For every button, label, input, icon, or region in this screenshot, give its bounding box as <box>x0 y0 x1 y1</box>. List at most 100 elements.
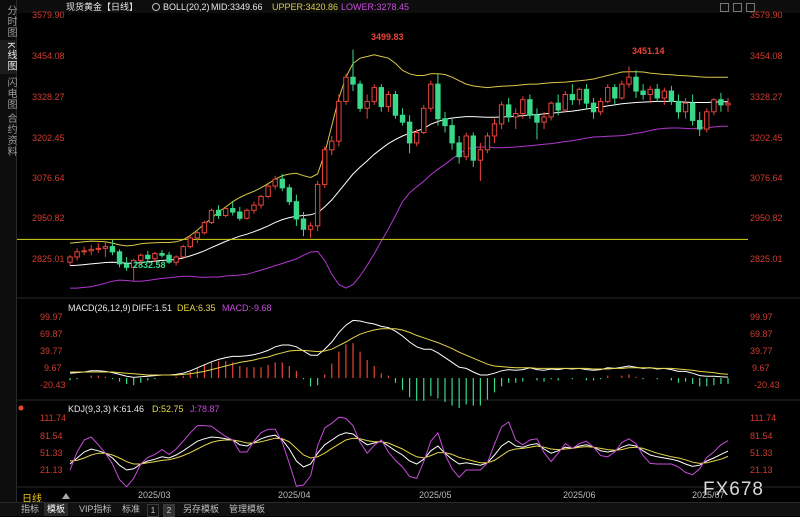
macd-tick-left: 99.97 <box>40 312 63 322</box>
price-axis: 3579.90 3579.90 3454.08 3454.08 3328.27 … <box>32 10 783 264</box>
tab-kline[interactable]: K线图 <box>0 40 16 74</box>
candle-body <box>527 99 533 116</box>
macd-tick-right: 99.97 <box>750 312 773 322</box>
candle-body <box>661 90 668 99</box>
kdj-tick-left: 111.74 <box>40 413 66 423</box>
candle-body <box>258 195 264 206</box>
candle-body <box>562 94 568 111</box>
candle-body <box>406 121 413 144</box>
candle-body <box>718 99 724 106</box>
window-list-icon[interactable] <box>733 3 742 12</box>
kdj-k-line <box>69 432 729 471</box>
template-tab[interactable]: 模板 <box>44 503 69 516</box>
x-tick: 2025/07 <box>692 490 725 500</box>
candle-body <box>130 259 137 268</box>
candle-body <box>230 208 236 213</box>
candle-body <box>541 116 547 123</box>
candle-body <box>491 123 498 137</box>
candle-body <box>138 254 144 261</box>
kdj-axis: 111.74 111.74 81.54 81.54 51.33 51.33 21… <box>40 413 776 475</box>
standard-tab[interactable]: 标准 <box>122 504 141 514</box>
candle-body <box>442 118 448 127</box>
window-expand-icon[interactable] <box>746 3 755 12</box>
price-tick-left: 2825.01 <box>32 254 65 264</box>
sidebar: 分时图 K线图 闪电图 合约资料 <box>0 0 17 515</box>
boll-lower-value: LOWER:3278.45 <box>341 2 409 12</box>
candle-body <box>399 114 406 123</box>
tab-contract-info[interactable]: 合约资料 <box>5 113 16 157</box>
candle-body <box>159 253 165 256</box>
candle-body <box>67 256 73 263</box>
candle-body <box>371 87 377 102</box>
candle-body <box>251 204 257 211</box>
boll-mid-value: MID:3349.66 <box>211 2 263 12</box>
x-tick: 2025/03 <box>138 490 171 500</box>
candle-body <box>449 125 455 144</box>
settings-gear-icon[interactable] <box>152 3 160 11</box>
vip-indicator-tab[interactable]: VIP指标 <box>79 504 112 514</box>
candle-body <box>385 94 392 108</box>
candle-body <box>576 88 583 101</box>
price-tick-right: 3076.64 <box>750 173 783 183</box>
candle-body <box>392 94 399 116</box>
bottom-toolbar: 指标 模板 VIP指标 标准 1 2 另存模板 管理模板 <box>0 502 800 517</box>
price-tick-right: 2950.82 <box>750 213 783 223</box>
candle-body <box>640 90 646 96</box>
x-axis: 2025/03 2025/04 2025/05 2025/06 2025/07 <box>138 490 725 500</box>
kdj-d-line <box>69 437 729 465</box>
candle-body <box>237 211 243 219</box>
candle-body <box>173 256 179 263</box>
window-restore-icon[interactable] <box>720 3 729 12</box>
boll-mid-line <box>69 100 728 267</box>
tab-flash-chart[interactable]: 闪电图 <box>5 76 16 110</box>
kdj-toggle-icon[interactable] <box>18 405 24 411</box>
candle-body <box>81 250 87 253</box>
indicator-tab[interactable]: 指标 <box>21 504 40 514</box>
candle-body <box>413 132 420 144</box>
candle-body <box>272 178 278 187</box>
candle-body <box>605 87 611 102</box>
candle-body <box>208 209 215 223</box>
kdj-tick-left: 81.54 <box>40 431 63 441</box>
macd-tick-left: -20.43 <box>40 380 66 390</box>
kdj-k-value: K:61.46 <box>113 404 144 414</box>
header-bar <box>17 0 800 13</box>
triangle-up-icon[interactable] <box>62 493 70 499</box>
candle-body <box>102 246 109 249</box>
kdj-tick-left: 51.33 <box>40 448 63 458</box>
candle-body <box>166 254 172 263</box>
kdj-tick-right: 111.74 <box>750 413 776 423</box>
price-tick-right: 3328.27 <box>750 92 783 102</box>
macd-tick-right: -20.43 <box>754 380 780 390</box>
candle-body <box>428 83 434 109</box>
candle-body <box>555 102 561 111</box>
candle-body <box>265 185 271 197</box>
candle-body <box>279 178 285 189</box>
candle-body <box>647 88 653 96</box>
candle-body <box>322 149 328 185</box>
candle-body <box>343 76 349 102</box>
candle-body <box>116 251 123 265</box>
save-template-button[interactable]: 另存模板 <box>183 504 220 514</box>
price-tick-left: 2950.82 <box>32 213 65 223</box>
template-1-button[interactable]: 1 <box>147 504 159 517</box>
candle-body <box>590 102 597 113</box>
candle-body <box>534 114 540 123</box>
candle-body <box>619 83 625 99</box>
manage-template-button[interactable]: 管理模板 <box>229 504 266 514</box>
macd-macd-value: MACD:-9.68 <box>222 303 272 313</box>
candle-body <box>520 99 526 115</box>
candle-body <box>421 107 427 134</box>
template-2-button[interactable]: 2 <box>163 504 175 517</box>
macd-tick-right: 69.87 <box>750 329 773 339</box>
macd-tick-left: 39.77 <box>40 346 63 356</box>
period-label[interactable]: 日线 <box>22 494 42 505</box>
candle-body <box>74 251 80 258</box>
tab-intraday[interactable]: 分时图 <box>5 4 16 38</box>
candle-body <box>463 135 469 158</box>
candle-body <box>456 142 462 158</box>
price-tick-left: 3454.08 <box>32 51 65 61</box>
low-annotation: 2832.58 <box>133 260 166 270</box>
panel-separators <box>17 297 800 488</box>
